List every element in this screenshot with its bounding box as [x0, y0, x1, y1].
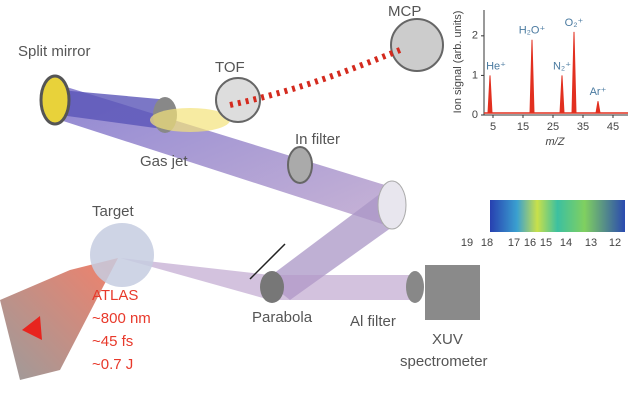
peak-label: N₂⁺: [553, 60, 571, 72]
y-tick-label: 1: [472, 69, 478, 81]
harmonic-image: [490, 200, 625, 232]
peak-label: H₂O⁺: [519, 25, 546, 37]
peak: [560, 75, 564, 113]
label: spectrometer: [400, 353, 488, 370]
y-axis-label: Ion signal (arb. units): [452, 11, 464, 114]
x-tick-label: 45: [607, 121, 619, 133]
label: MCP: [388, 3, 421, 20]
label: Parabola: [252, 309, 313, 326]
spectrometer: [425, 265, 480, 320]
peak-label: He⁺: [486, 60, 506, 72]
x-tick-label: 15: [517, 121, 529, 133]
label: ~800 nm: [92, 310, 151, 327]
harmonic-label: 14: [560, 237, 572, 249]
label: ~0.7 J: [92, 356, 133, 373]
peak: [488, 75, 492, 113]
label: Al filter: [350, 313, 396, 330]
x-tick-label: 5: [490, 121, 496, 133]
label: ATLAS: [92, 287, 138, 304]
harmonic-label: 19: [461, 237, 473, 249]
label: In filter: [295, 131, 340, 148]
harmonic-label: 17: [508, 237, 520, 249]
harmonic-label: 16: [524, 237, 536, 249]
y-tick-label: 0: [472, 109, 478, 121]
al-filter: [406, 271, 424, 303]
x-tick-label: 35: [577, 121, 589, 133]
tof-grid: [216, 78, 260, 122]
label: TOF: [215, 59, 245, 76]
x-tick-label: 25: [547, 121, 559, 133]
in-filter: [288, 147, 312, 183]
harmonic-label: 15: [540, 237, 552, 249]
target: [90, 223, 154, 287]
harmonic-label: 13: [585, 237, 597, 249]
label: Target: [92, 203, 135, 220]
figure: Split mirror TOF MCP Gas jet In filter T…: [0, 0, 630, 396]
mirror: [378, 181, 406, 229]
harmonic-label: 18: [481, 237, 493, 249]
x-axis-label: m/Z: [546, 136, 566, 148]
mcp: [391, 19, 443, 71]
label: Split mirror: [18, 43, 91, 60]
split-mirror: [41, 76, 69, 124]
ions: [230, 50, 400, 105]
peak: [596, 101, 600, 113]
jet-plume: [150, 108, 230, 132]
peak-label: Ar⁺: [590, 86, 607, 98]
parabola: [260, 271, 284, 303]
peak: [572, 32, 576, 113]
peak: [530, 40, 534, 113]
harmonic-label: 12: [609, 237, 621, 249]
peak-label: O₂⁺: [565, 17, 584, 29]
y-tick-label: 2: [472, 30, 478, 42]
label: Gas jet: [140, 153, 188, 170]
label: ~45 fs: [92, 333, 133, 350]
label: XUV: [432, 331, 463, 348]
